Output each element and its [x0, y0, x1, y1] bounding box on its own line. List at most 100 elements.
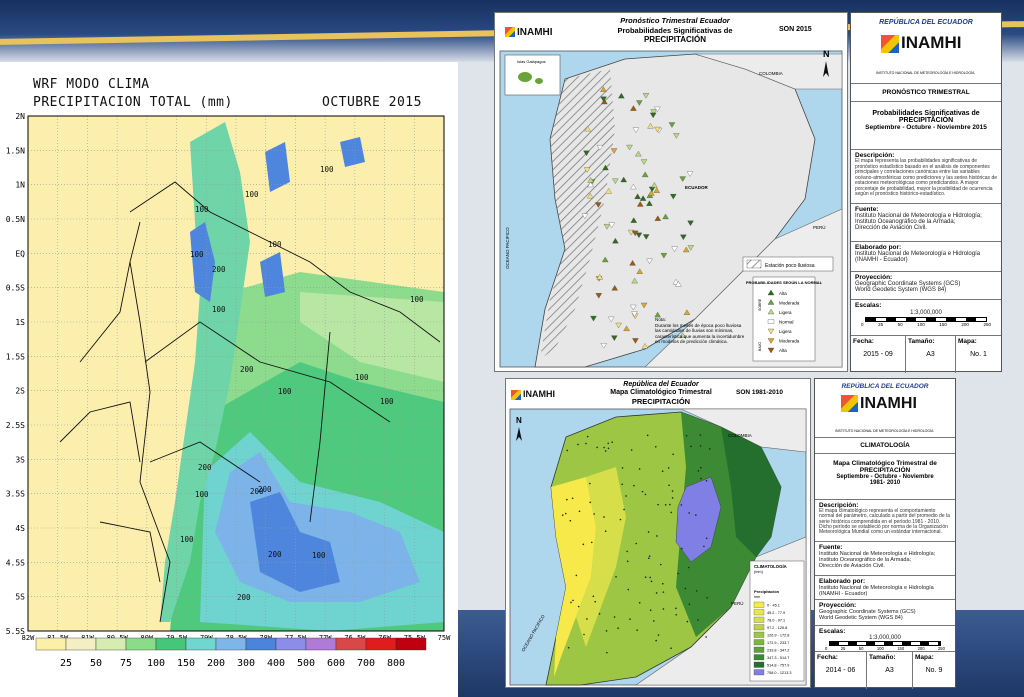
forecast-station-triangle — [635, 232, 643, 239]
climate-station-dot — [564, 512, 567, 515]
forecast-station-triangle — [581, 213, 589, 219]
wrf-legend-swatch — [245, 637, 277, 651]
climate-station-dot — [607, 442, 609, 445]
wrf-contour-label: 100 — [312, 551, 326, 560]
forecast-station-triangle — [653, 187, 661, 193]
forecast-station-triangle — [620, 176, 627, 183]
climate-station-dot — [655, 592, 658, 594]
forecast-info-scale-value: 1:3,000,000 — [910, 310, 942, 316]
climate-legend-title: CLIMATOLOGÍA — [754, 564, 787, 569]
wrf-legend-label: 75 — [120, 658, 132, 669]
forecast-station-triangle — [682, 246, 690, 253]
prob-legend-swatch — [767, 308, 775, 315]
climate-station-dot — [629, 618, 631, 620]
climate-info-size-value: A3 — [885, 667, 894, 674]
forecast-station-triangle — [668, 122, 676, 128]
climate-station-dot — [671, 497, 674, 499]
forecast-station-triangle — [600, 343, 608, 349]
forecast-station-triangle — [649, 112, 657, 119]
climate-legend-label: 126.9 - 172.8 — [767, 634, 789, 638]
wrf-lat-label: 0.5S — [6, 284, 25, 293]
climate-info-proj-label: Proyección: — [819, 602, 857, 609]
forecast-info-section: PRONÓSTICO TRIMESTRAL — [882, 89, 970, 96]
climate-station-dot — [583, 633, 585, 636]
climate-station-dot — [561, 514, 564, 516]
forecast-map-panel: INAMHI Pronóstico Trimestral Ecuador Pro… — [494, 12, 848, 372]
climate-info-made-1: Instituto Nacional de Meteorología e Hid… — [819, 585, 934, 591]
forecast-info-proj-1: Geographic Coordinate Systems (GCS) — [855, 281, 961, 287]
climate-station-dot — [670, 647, 672, 650]
forecast-station-triangle — [632, 127, 640, 134]
forecast-station-triangle — [595, 293, 603, 299]
forecast-station-triangle — [634, 193, 641, 199]
forecast-info-source-1: Instituto Nacional de Meteorología e Hid… — [855, 213, 982, 219]
climate-station-dot — [626, 560, 629, 563]
forecast-station-triangle — [587, 181, 594, 188]
wrf-map: 2N 1.5N 1N 0.5N EQ 0.5S 1S 1.5S 2S 2.5S 3S 3.5S 4S 4.… — [6, 112, 451, 669]
wrf-contour-label: 100 — [180, 535, 194, 544]
climate-station-dot — [613, 616, 616, 618]
forecast-info-source-label: Fuente: — [855, 206, 879, 213]
climate-station-dot — [605, 630, 608, 632]
climate-legend-swatch — [753, 669, 765, 676]
climate-info-date-label: Fecha: — [817, 654, 838, 661]
north-arrow-icon-shape — [823, 61, 829, 77]
forecast-station-triangle — [590, 315, 597, 322]
wrf-lat-label: EQ — [15, 249, 25, 258]
prob-legend-label: Ligera — [779, 310, 792, 315]
climate-station-dot — [646, 434, 649, 437]
forecast-info-source-2: Instituto Oceanográfico de la Armada; — [855, 219, 956, 225]
climate-info-panel: REPÚBLICA DEL ECUADOR INAMHI INSTITUTO N… — [814, 378, 956, 689]
wrf-contour-label: 200 — [250, 487, 264, 496]
forecast-peru-label: PERÚ — [813, 224, 826, 230]
climate-info-map-label: Mapa: — [915, 654, 934, 661]
forecast-station-triangle — [631, 311, 638, 317]
climate-colombia-land — [680, 408, 807, 453]
wrf-legend-swatch — [155, 637, 187, 651]
galapagos-island — [518, 72, 532, 82]
climate-legend-swatch — [753, 601, 765, 608]
climate-station-dot — [660, 563, 662, 566]
wrf-month: OCTUBRE 2015 — [322, 95, 422, 110]
climate-info-date-value: 2014 - 06 — [825, 667, 856, 674]
wrf-legend-swatch — [35, 637, 67, 651]
forecast-info-scale-label: Escalas: — [855, 302, 882, 309]
climate-info-made-label: Elaborado por: — [819, 578, 866, 585]
forecast-info-proj-2: World Geodetic System (WGS 84) — [855, 287, 947, 293]
forecast-station-triangle — [583, 150, 590, 157]
wrf-legend-label: 50 — [90, 658, 102, 669]
climate-station-dot — [572, 599, 574, 602]
climate-station-dot — [615, 575, 617, 578]
prob-legend-swatch — [767, 289, 775, 296]
wrf-lat-labels: 2N 1.5N 1N 0.5N EQ 0.5S 1S 1.5S 2S 2.5S 3S 3.5S 4S 4.… — [6, 112, 25, 636]
climate-station-dot — [677, 572, 679, 575]
climate-station-dot — [697, 619, 699, 621]
wrf-field-lightgreen — [300, 292, 444, 382]
climate-legend-swatch — [753, 661, 765, 668]
forecast-info-source-3: Dirección de Aviación Civil. — [855, 225, 927, 231]
forecast-station-triangle — [636, 100, 643, 106]
climate-info-size-label: Tamaño: — [869, 654, 896, 661]
climate-station-dot — [635, 542, 638, 545]
climate-station-dot — [590, 541, 593, 544]
climate-map-panel: INAMHI República del Ecuador Mapa Climat… — [505, 378, 811, 688]
wrf-field-andes-blue — [190, 222, 215, 302]
climate-station-dot — [650, 580, 653, 583]
wrf-contour-label: 100 — [278, 387, 292, 396]
wrf-legend-swatch — [365, 637, 397, 651]
forecast-station-triangle — [600, 86, 607, 92]
climate-station-dot — [695, 590, 698, 592]
climate-station-dot — [661, 470, 664, 473]
climate-station-dot — [653, 620, 655, 622]
inamhi-logo-icon — [511, 389, 521, 400]
climate-logo: INAMHI — [511, 389, 555, 400]
climate-info-source-label: Fuente: — [819, 544, 843, 551]
forecast-station-triangle — [641, 343, 649, 349]
forecast-station-triangle — [583, 167, 591, 173]
wrf-lat-label: 0.5N — [6, 215, 25, 224]
forecast-info-desc-text: El mapa representa las probabilidades si… — [855, 158, 998, 197]
wrf-contour-label: 100 — [355, 373, 369, 382]
climate-station-dot — [641, 490, 644, 493]
wrf-contour-label: 100 — [190, 250, 204, 259]
climate-legend-swatch — [753, 654, 765, 661]
